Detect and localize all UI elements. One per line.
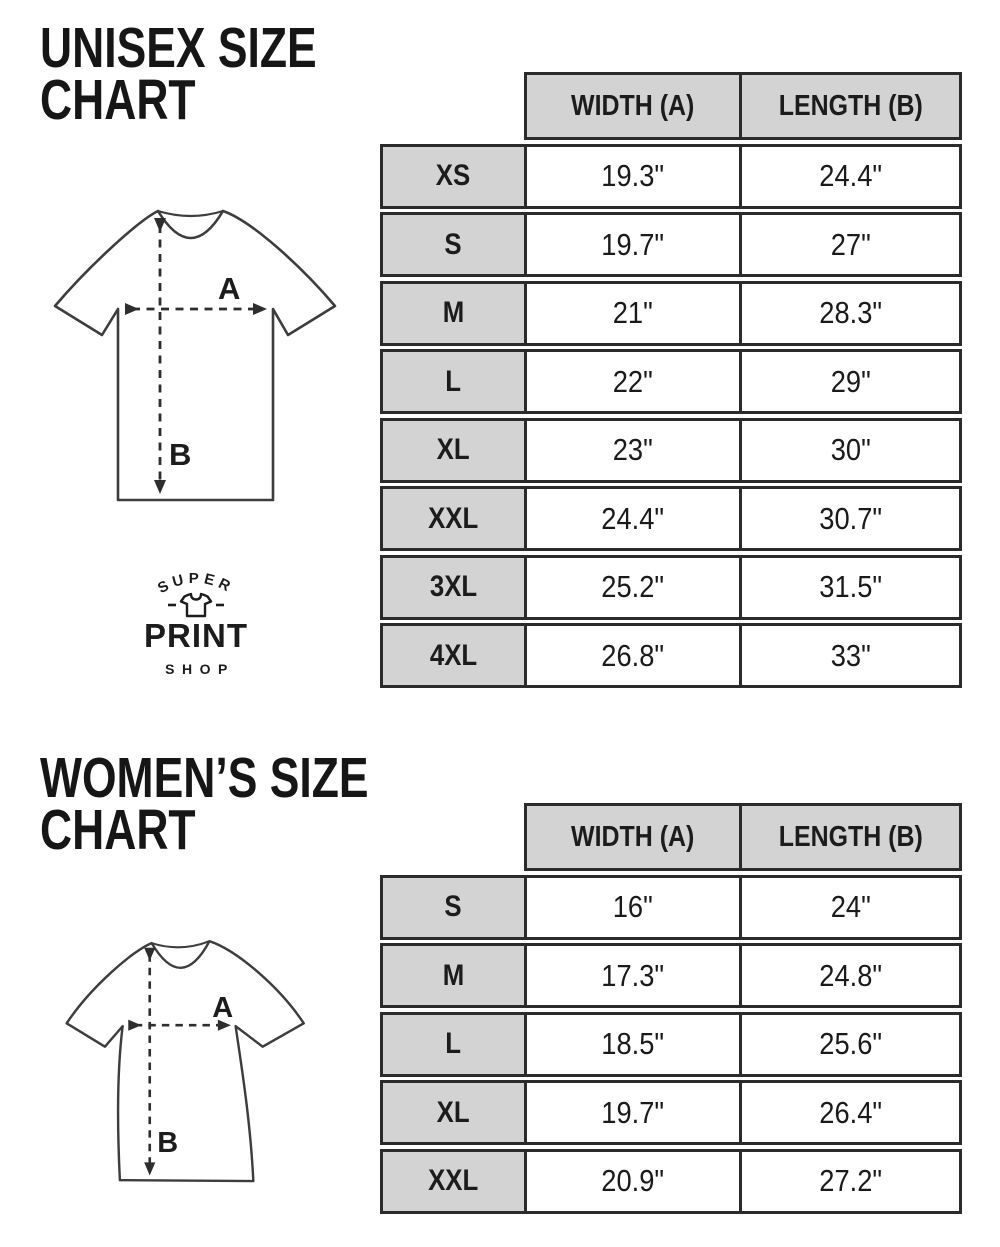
unisex-length-label: B [169,437,191,472]
length-cell: 30" [739,417,962,483]
womens-tshirt-outline [65,939,305,1183]
table-row: M 17.3" 24.8" [380,943,962,1008]
logo-arc-text: SUPER [155,570,237,597]
logo-subtitle: SHOP [165,661,235,677]
length-cell: 27" [739,212,962,277]
table-row: XS 19.3" 24.4" [380,143,962,209]
table-row: XL 19.7" 26.4" [380,1080,962,1145]
length-cell: 28.3" [739,280,962,346]
unisex-title-line1: UNISEX SIZE [40,16,317,80]
width-cell: 21" [524,280,742,346]
size-cell: L [380,349,527,414]
unisex-tshirt-outline [53,209,337,502]
size-cell: S [380,874,527,940]
womens-length-label: B [157,1127,178,1159]
womens-tshirt-diagram-icon: A B [65,939,305,1183]
table-row: M 21" 28.3" [380,280,962,346]
womens-size-table: WIDTH (A) LENGTH (B) S 16" 24" M 17.3" 2… [380,803,962,1217]
length-cell: 31.5" [739,554,962,620]
width-cell: 20.9" [524,1148,742,1214]
womens-header-length: LENGTH (B) [739,803,962,871]
width-cell: 24.4" [524,486,742,551]
womens-table-header-row: WIDTH (A) LENGTH (B) [524,803,962,871]
size-cell: XXL [380,486,527,551]
table-row: 3XL 25.2" 31.5" [380,554,962,620]
size-cell: 3XL [380,554,527,620]
unisex-size-table: WIDTH (A) LENGTH (B) XS 19.3" 24.4" S 19… [380,72,962,692]
length-cell: 24.8" [739,943,962,1008]
width-cell: 19.7" [524,1080,742,1145]
size-cell: XS [380,143,527,209]
length-cell: 33" [739,623,962,688]
unisex-title-line2: CHART [40,68,196,133]
width-cell: 19.3" [524,143,742,209]
width-cell: 17.3" [524,943,742,1008]
size-cell: XL [380,417,527,483]
width-cell: 18.5" [524,1011,742,1077]
womens-title-line1: WOMEN’S SIZE [40,746,369,810]
length-cell: 26.4" [739,1080,962,1145]
super-print-shop-logo: SUPER PRINT SHOP [144,570,248,677]
length-cell: 30.7" [739,486,962,551]
table-row: S 19.7" 27" [380,212,962,277]
size-cell: 4XL [380,623,527,688]
width-cell: 16" [524,874,742,940]
womens-width-label: A [212,992,233,1024]
table-row: XXL 20.9" 27.2" [380,1148,962,1214]
length-cell: 27.2" [739,1148,962,1214]
unisex-tshirt-diagram-icon: A B [53,209,337,502]
width-cell: 23" [524,417,742,483]
size-cell: XXL [380,1148,527,1214]
table-row: L 22" 29" [380,349,962,414]
unisex-tshirt-back-collar [157,209,224,218]
size-cell: M [380,943,527,1008]
unisex-width-label: A [218,271,240,306]
size-cell: S [380,212,527,277]
table-row: XXL 24.4" 30.7" [380,486,962,551]
womens-section-title: WOMEN’S SIZE CHART [40,746,369,863]
unisex-section-title: UNISEX SIZE CHART [40,16,317,133]
size-cell: M [380,280,527,346]
size-cell: L [380,1011,527,1077]
unisex-header-width: WIDTH (A) [524,72,742,140]
womens-title-line2: CHART [40,798,196,863]
width-cell: 19.7" [524,212,742,277]
length-cell: 25.6" [739,1011,962,1077]
unisex-table-header-row: WIDTH (A) LENGTH (B) [524,72,962,140]
table-row: S 16" 24" [380,874,962,940]
logo-name: PRINT [144,617,248,654]
table-row: XL 23" 30" [380,417,962,483]
womens-tshirt-back-collar [151,940,210,949]
width-cell: 22" [524,349,742,414]
size-cell: XL [380,1080,527,1145]
length-cell: 29" [739,349,962,414]
width-cell: 26.8" [524,623,742,688]
table-row: L 18.5" 25.6" [380,1011,962,1077]
length-cell: 24" [739,874,962,940]
womens-header-width: WIDTH (A) [524,803,742,871]
logo-tshirt-icon [179,592,213,618]
width-cell: 25.2" [524,554,742,620]
length-cell: 24.4" [739,143,962,209]
unisex-header-length: LENGTH (B) [739,72,962,140]
table-row: 4XL 26.8" 33" [380,623,962,688]
